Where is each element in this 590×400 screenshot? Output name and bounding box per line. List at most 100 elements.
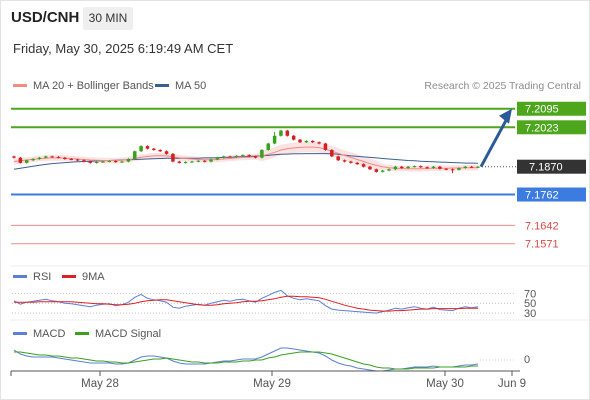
current-price-badge: [517, 159, 586, 174]
candle-body: [120, 161, 124, 163]
macd-line: [14, 351, 478, 370]
candle-body: [31, 158, 35, 161]
rsi-tick-label: 30: [524, 308, 536, 320]
candle-body: [94, 162, 99, 164]
legend-swatch: [155, 83, 169, 87]
candle-body: [374, 169, 379, 172]
candle-body: [330, 149, 334, 157]
candle-body: [228, 156, 232, 158]
ma-line: [13, 153, 479, 170]
candle-body: [164, 151, 169, 154]
candle-body: [234, 155, 239, 157]
candle-body: [361, 164, 366, 167]
legend-9ma: 9MA: [62, 271, 105, 283]
candle-body: [88, 161, 93, 163]
candle-body: [56, 156, 61, 158]
legend-swatch: [13, 274, 27, 278]
datetime-label: Friday, May 30, 2025 6:19:49 AM CET: [13, 41, 234, 56]
candle-body: [69, 158, 73, 160]
research-watermark: Research © 2025 Trading Central: [424, 80, 581, 92]
legend-bollinger: MA 20 + Bollinger Bands: [13, 80, 154, 92]
ma-line: [13, 146, 478, 170]
candle-body: [310, 140, 315, 143]
candle-body: [247, 155, 251, 157]
legend-label: RSI: [33, 271, 52, 283]
macd-line: [13, 347, 479, 372]
candle-body: [196, 160, 201, 162]
legend-swatch: [13, 83, 27, 87]
candle-body: [272, 135, 277, 144]
candle-body: [202, 160, 207, 162]
legend-ma50: MA 50: [155, 80, 206, 92]
legend-label: MACD: [33, 328, 66, 340]
candle-body: [323, 143, 328, 150]
symbol-title: USD/CNH: [11, 9, 80, 26]
candle-body: [44, 156, 48, 158]
x-tick-label: May 29: [253, 378, 291, 390]
x-tick-label: May 30: [426, 378, 464, 390]
forecast-arrow: [479, 116, 510, 168]
candle-body: [139, 146, 143, 152]
legend-rsi: RSI: [13, 271, 51, 283]
candle-body: [253, 156, 258, 158]
candle-body: [145, 146, 150, 149]
candle-body: [75, 159, 80, 161]
level-badge: [517, 120, 586, 135]
candle-body: [419, 166, 423, 168]
candle-body: [342, 160, 347, 162]
rsi-line: [14, 295, 478, 312]
candle-body: [355, 162, 359, 165]
candle-body: [393, 166, 398, 170]
legend-macd: MACD: [13, 328, 65, 340]
level-value-label: 7.2095: [525, 104, 559, 116]
candle-body: [469, 166, 474, 168]
candle-body: [190, 161, 194, 163]
candle-body: [63, 157, 67, 159]
candle-body: [24, 160, 29, 163]
candle-body: [476, 166, 480, 168]
candle-body: [152, 148, 156, 150]
current-price-label: 7.1870: [529, 162, 563, 174]
x-tick-label: Jun 9: [498, 378, 526, 390]
legend-label: MA 50: [175, 80, 207, 92]
x-tick-label: May 28: [81, 378, 119, 390]
candle-body: [336, 156, 340, 161]
candle-body: [298, 139, 302, 143]
level-value-label: 7.1762: [525, 190, 559, 202]
candle-body: [107, 161, 112, 163]
level-value-label: 7.1642: [525, 220, 559, 232]
timeframe-button[interactable]: 30 MIN: [83, 7, 133, 30]
candle-body: [406, 166, 410, 168]
candle-body: [463, 166, 468, 168]
candle-body: [317, 142, 321, 144]
candle-body: [177, 161, 182, 163]
legend-swatch: [13, 331, 27, 335]
candle-body: [101, 161, 105, 163]
candle-body: [291, 135, 296, 140]
candle-body: [113, 161, 118, 163]
candle-body: [368, 166, 372, 170]
candle-body: [126, 158, 131, 162]
rsi-line: [13, 289, 479, 314]
candle-body: [425, 167, 429, 169]
candle-body: [431, 166, 436, 168]
legend-swatch: [75, 331, 89, 335]
level-value-label: 7.1571: [525, 239, 559, 251]
legend-label: MACD Signal: [95, 328, 162, 340]
legend-macd-signal: MACD Signal: [75, 328, 161, 340]
candle-body: [380, 170, 385, 172]
level-badge: [517, 187, 586, 202]
candle-body: [209, 159, 213, 162]
level-value-label: 7.2023: [525, 122, 559, 134]
rsi-tick-label: 50: [524, 298, 536, 310]
candle-body: [457, 167, 461, 170]
candle-body: [279, 130, 283, 136]
candle-body: [399, 166, 404, 168]
candle-body: [158, 149, 162, 152]
candle-body: [266, 143, 270, 150]
macd-tick-label: 0: [524, 354, 530, 366]
candle-body: [215, 157, 220, 160]
legend-swatch: [62, 274, 76, 278]
candle-body: [412, 166, 417, 168]
